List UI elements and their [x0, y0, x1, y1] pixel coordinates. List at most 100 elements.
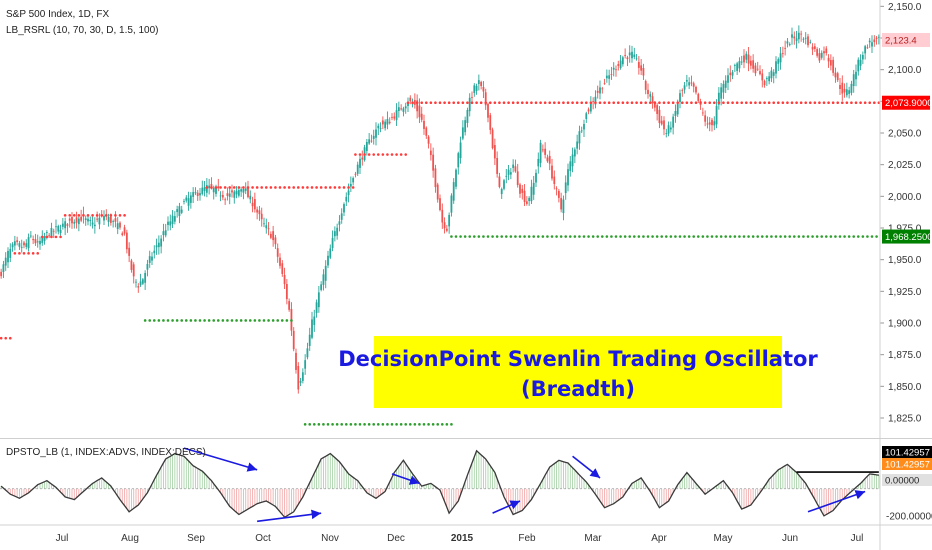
- resistance-price-tag-bg: [882, 95, 930, 110]
- candle-body: [548, 155, 551, 164]
- candle-body: [340, 213, 343, 220]
- candle-body: [196, 192, 199, 196]
- candle-body: [400, 108, 403, 110]
- price-tick-label: 2,150.0: [888, 2, 922, 13]
- support-dot: [386, 423, 389, 426]
- support-dot: [728, 235, 732, 238]
- resistance-dot: [712, 101, 716, 105]
- candle-body: [569, 161, 572, 171]
- resistance-dot: [781, 101, 785, 105]
- candle-body: [299, 380, 302, 383]
- candle-body: [624, 54, 627, 56]
- candle-body: [45, 232, 48, 234]
- candle-body: [237, 190, 240, 196]
- candle-body: [583, 123, 585, 130]
- support-dot: [532, 235, 536, 238]
- candle-body: [27, 237, 30, 249]
- candle-body: [637, 62, 640, 68]
- candle-body: [743, 55, 745, 63]
- support-dot: [404, 423, 408, 426]
- resistance-dot: [786, 101, 789, 105]
- resistance-dot: [603, 101, 606, 105]
- resistance-dot: [399, 153, 403, 156]
- resistance-dot: [598, 101, 602, 105]
- support-dot: [847, 235, 851, 238]
- support-dot: [710, 235, 714, 238]
- chart-title[interactable]: S&P 500 Index, 1D, FX: [6, 9, 110, 20]
- support-dot: [312, 423, 316, 426]
- support-dot: [477, 235, 481, 238]
- candle-body: [621, 57, 624, 65]
- candle-body: [171, 215, 174, 224]
- candle-body: [322, 274, 325, 285]
- support-dot: [555, 235, 558, 238]
- time-axis[interactable]: Jul Aug Sep Oct Nov Dec 2015 Feb Mar Apr May Jun Jul: [56, 533, 864, 544]
- candle-body: [315, 302, 318, 314]
- resistance-dot: [114, 214, 117, 217]
- candle-body: [23, 242, 25, 246]
- support-dot: [354, 423, 357, 426]
- support-dot: [692, 235, 696, 238]
- resistance-dot: [390, 153, 394, 156]
- candle-body: [795, 38, 798, 41]
- resistance-dot: [744, 101, 748, 105]
- candle-body: [80, 216, 83, 221]
- osc-tag-3-bg: [882, 474, 932, 486]
- support-dot: [706, 235, 709, 238]
- resistance-dot: [676, 101, 680, 105]
- candle-body: [829, 60, 832, 66]
- candle-body: [848, 90, 851, 94]
- support-dot: [605, 235, 609, 238]
- candle-body: [585, 113, 588, 120]
- candle-body: [404, 106, 407, 109]
- support-dot: [253, 319, 257, 322]
- resistance-dot: [772, 101, 776, 105]
- candle-body: [107, 216, 110, 222]
- resistance-dot: [333, 186, 337, 189]
- support-dot: [623, 235, 627, 238]
- resistance-dot: [210, 186, 213, 189]
- oscillator-title[interactable]: DPSTO_LB (1, INDEX:ADVS, INDEX:DECS): [6, 447, 206, 458]
- candle-body: [416, 100, 419, 112]
- candle-body: [507, 169, 510, 175]
- candle-body: [228, 193, 231, 197]
- candle-body: [308, 334, 311, 346]
- candle-body: [439, 198, 441, 210]
- candle-body: [544, 148, 547, 155]
- candle-body: [333, 231, 336, 237]
- support-dot: [600, 235, 604, 238]
- support-dot: [733, 235, 737, 238]
- resistance-dot: [381, 153, 385, 156]
- resistance-dot: [621, 101, 625, 105]
- resistance-dot: [726, 101, 730, 105]
- candle-body: [672, 116, 675, 128]
- candle-body: [615, 69, 617, 71]
- resistance-dot: [443, 101, 446, 105]
- resistance-dot: [50, 235, 53, 239]
- support-dot: [463, 235, 467, 238]
- price-tick-label: 1,825.0: [888, 414, 922, 425]
- candle-body: [180, 209, 183, 213]
- candle-body: [658, 109, 661, 124]
- resistance-dot: [68, 214, 72, 217]
- resistance-dot: [498, 101, 501, 105]
- candle-body: [489, 115, 492, 130]
- resistance-dot: [118, 214, 122, 217]
- resistance-dot: [493, 101, 497, 105]
- support-dot: [212, 319, 216, 322]
- candle-body: [573, 149, 576, 157]
- candle-body: [500, 188, 503, 195]
- support-dot: [450, 235, 453, 238]
- support-dot: [459, 235, 462, 238]
- candle-body: [555, 188, 558, 190]
- resistance-dot: [740, 101, 744, 105]
- resistance-dot: [790, 101, 794, 105]
- indicator-label[interactable]: LB_RSRL (10, 70, 30, D, 1.5, 100): [6, 25, 159, 36]
- candle-body: [859, 59, 862, 66]
- resistance-dot: [358, 153, 362, 156]
- candle-body: [93, 224, 96, 227]
- osc-tick-label: -200.00000: [886, 511, 932, 522]
- price-axis[interactable]: 2,150.02,125.02,100.02,075.02,050.02,025…: [880, 2, 932, 425]
- candle-body: [89, 219, 92, 222]
- candle-body: [224, 199, 227, 201]
